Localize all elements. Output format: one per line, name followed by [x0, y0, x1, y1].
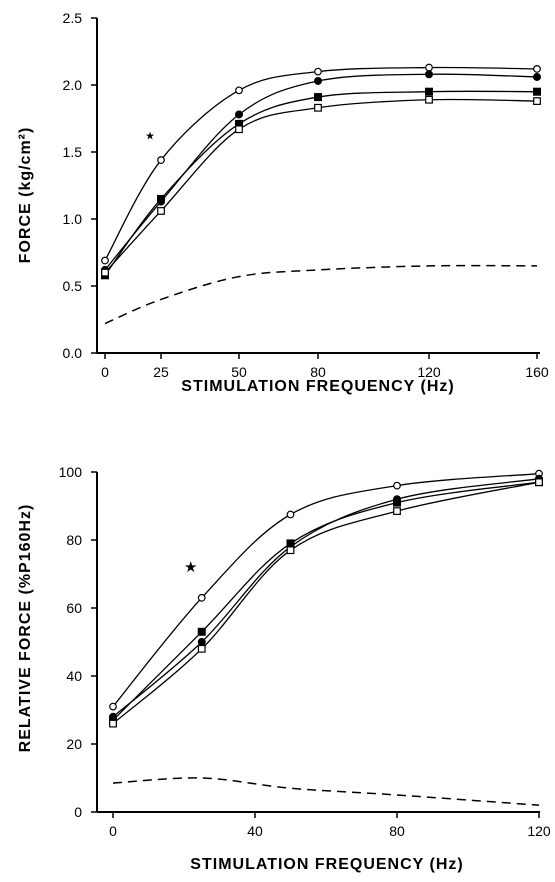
force-chart-series-4-point	[101, 268, 109, 277]
relative-force-chart-x-tick-label: 80	[389, 823, 405, 839]
relative-force-chart-series-5-line	[112, 777, 540, 806]
relative-force-chart-series-2-line	[112, 478, 540, 718]
force-chart-series-4-point	[157, 207, 165, 215]
relative-force-chart-x-tick-label: 120	[527, 823, 551, 839]
relative-force-chart-series-4	[109, 478, 543, 728]
relative-force-chart-ylabel: RELATIVE FORCE (%P160Hz)	[17, 504, 34, 753]
relative-force-chart-series-1-point	[197, 593, 206, 602]
relative-force-chart-series-3-point	[393, 498, 401, 507]
force-chart-series-2-point	[425, 70, 433, 79]
relative-force-chart-series-3-point	[286, 539, 295, 548]
relative-force-chart-series-3	[109, 478, 543, 725]
relative-force-chart-y-tick-label: 20	[66, 736, 82, 752]
force-chart-series-3	[101, 87, 541, 280]
force-chart-series-3-line	[104, 90, 538, 276]
force-chart-series-5	[104, 264, 538, 325]
relative-force-chart-series-4-line	[112, 481, 540, 725]
force-chart-y-tick-label: 1.5	[63, 144, 83, 160]
force-chart-series-2-point	[533, 72, 541, 81]
force-chart-series-1-point	[101, 256, 109, 265]
relative-force-chart: STIMULATION FREQUENCY (Hz) RELATIVE FORC…	[17, 464, 551, 873]
relative-force-chart-series-4-point	[109, 719, 117, 728]
force-chart-series-1-point	[533, 65, 541, 73]
force-chart-series-1-point	[425, 63, 433, 72]
force-chart-series-1-line	[104, 66, 538, 261]
force-chart-x-tick-label: 50	[231, 364, 247, 380]
relative-force-chart-y-tick-label: 80	[66, 532, 82, 548]
force-chart-series-1	[101, 63, 541, 265]
force-chart-significance-star: ★	[145, 131, 155, 143]
force-chart: STIMULATION FREQUENCY (Hz) FORCE (kg/cm²…	[17, 10, 549, 395]
force-chart-x-tick-label: 120	[417, 364, 441, 380]
force-chart-y-tick-label: 2.0	[63, 77, 83, 93]
force-chart-series-4-point	[425, 95, 433, 104]
force-chart-series-5-line	[104, 264, 538, 325]
force-chart-series-1-point	[235, 86, 243, 95]
force-chart-ylabel: FORCE (kg/cm²)	[17, 127, 34, 264]
force-chart-xlabel: STIMULATION FREQUENCY (Hz)	[181, 378, 454, 395]
force-chart-x-tick-label: 0	[101, 364, 109, 380]
relative-force-chart-y-tick-label: 60	[66, 600, 82, 616]
force-chart-series-2-point	[235, 110, 243, 119]
force-chart-series-2	[101, 70, 541, 274]
relative-force-chart-y-tick-label: 0	[74, 804, 82, 820]
relative-force-chart-axes: 0 20 40 60 80 100 0 40 80 120	[59, 464, 551, 839]
force-chart-series-3-point	[314, 93, 322, 102]
relative-force-chart-series-1-point	[286, 510, 295, 519]
relative-force-chart-x-tick-label: 40	[247, 823, 263, 839]
force-chart-y-tick-label: 1.0	[63, 211, 83, 227]
relative-force-chart-series-1-point	[393, 481, 401, 490]
force-chart-x-tick-label: 25	[153, 364, 169, 380]
force-chart-y-tick-label: 0.0	[63, 345, 83, 361]
relative-force-chart-significance-star: ★	[184, 559, 197, 576]
force-chart-series-2-point	[314, 76, 322, 85]
force-chart-x-tick-label: 160	[525, 364, 549, 380]
relative-force-chart-series-3-line	[112, 481, 540, 721]
force-chart-series-3-point	[425, 87, 433, 96]
relative-force-chart-series-2-point	[197, 638, 206, 646]
force-chart-y-tick-label: 2.5	[63, 10, 83, 26]
force-chart-y-tick-label: 0.5	[63, 278, 83, 294]
relative-force-chart-series-2	[109, 474, 543, 721]
force-chart-axes: 0.0 0.5 1.0 1.5 2.0 2.5 0 25 50 80 120 160	[63, 10, 549, 380]
force-chart-series-4-point	[533, 97, 541, 105]
force-chart-series-4-point	[235, 125, 243, 134]
relative-force-chart-series-4-point	[393, 507, 401, 515]
relative-force-chart-series-4-point	[535, 478, 543, 487]
force-chart-x-tick-label: 80	[310, 364, 326, 380]
relative-force-chart-series-3-point	[197, 627, 206, 636]
force-chart-series-4-point	[314, 103, 322, 112]
relative-force-chart-y-tick-label: 40	[66, 668, 82, 684]
relative-force-chart-series-4-point	[286, 546, 295, 555]
relative-force-chart-series-4-point	[197, 644, 206, 653]
force-chart-series-1-point	[157, 156, 165, 164]
force-chart-series-3-point	[157, 194, 165, 203]
force-chart-series-4-line	[104, 98, 538, 274]
force-chart-series-2-line	[104, 73, 538, 271]
relative-force-chart-series-5	[112, 777, 540, 806]
relative-force-chart-y-tick-label: 100	[59, 464, 83, 480]
force-chart-series-4	[101, 95, 541, 277]
relative-force-chart-xlabel: STIMULATION FREQUENCY (Hz)	[190, 856, 463, 873]
force-chart-series-3-point	[533, 87, 541, 96]
relative-force-chart-series-1-point	[109, 702, 117, 711]
force-chart-series-1-point	[314, 67, 322, 76]
relative-force-chart-x-tick-label: 0	[109, 823, 117, 839]
